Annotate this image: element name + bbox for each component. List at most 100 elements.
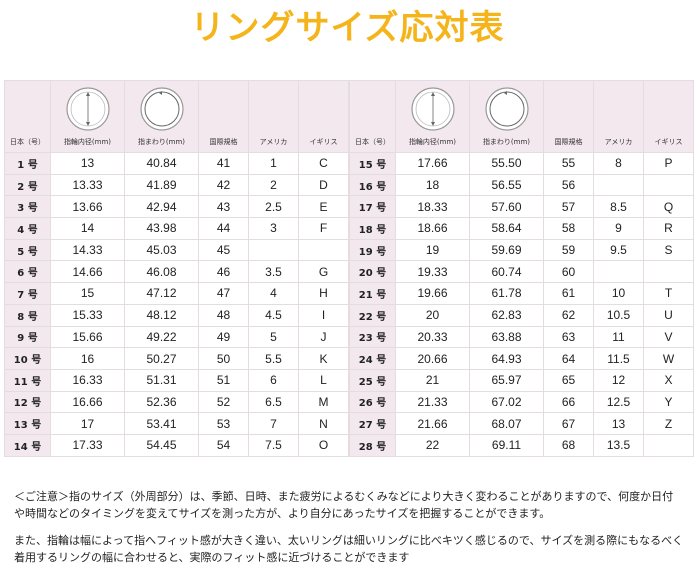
uk-cell: J: [298, 325, 349, 349]
size-cell: 16 号: [349, 173, 396, 197]
uk-cell: Z: [643, 412, 694, 435]
intl-cell: 66: [543, 390, 594, 414]
intl-cell: 64: [543, 347, 594, 370]
us-cell: 7.5: [248, 433, 299, 457]
page-title: リングサイズ応対表: [190, 8, 505, 48]
us-cell: 7: [248, 412, 299, 435]
size-cell: 6 号: [4, 260, 51, 284]
table-row: 28 号 22 69.11 68 13.5: [349, 433, 694, 457]
table-row: 10 号 16 50.27 50 5.5 K: [4, 347, 349, 370]
us-cell: 9: [593, 217, 644, 240]
us-cell: 12: [593, 368, 644, 392]
table-row: 13 号 17 53.41 53 7 N: [4, 412, 349, 435]
uk-cell: P: [643, 152, 694, 175]
diameter-cell: 21: [395, 368, 470, 392]
uk-cell: M: [298, 390, 349, 414]
size-cell: 25 号: [349, 368, 396, 392]
intl-cell: 59: [543, 238, 594, 262]
header-jp: 日本（号）: [4, 80, 51, 153]
size-cell: 1 号: [4, 152, 51, 175]
intl-cell: 52: [198, 390, 249, 414]
uk-cell: [643, 433, 694, 457]
us-cell: [593, 173, 644, 197]
intl-cell: 55: [543, 152, 594, 175]
circumference-cell: 61.78: [469, 282, 544, 305]
table-row: 24 号 20.66 64.93 64 11.5 W: [349, 347, 694, 370]
uk-cell: Y: [643, 390, 694, 414]
us-cell: 2.5: [248, 195, 299, 219]
intl-cell: 46: [198, 260, 249, 284]
header-intl: 国際規格: [543, 80, 594, 153]
table-row: 14 号 17.33 54.45 54 7.5 O: [4, 433, 349, 457]
us-cell: 10.5: [593, 303, 644, 327]
ring-diameter-icon: [410, 87, 455, 131]
size-cell: 11 号: [4, 368, 51, 392]
us-cell: 8.5: [593, 195, 644, 219]
table-row: 1 号 13 40.84 41 1 C: [4, 152, 349, 175]
header-diameter: 指輪内径(mm): [50, 80, 125, 153]
circumference-cell: 47.12: [124, 282, 199, 305]
circumference-cell: 52.36: [124, 390, 199, 414]
circumference-cell: 59.69: [469, 238, 544, 262]
table-row: 4 号 14 43.98 44 3 F: [4, 217, 349, 240]
diameter-cell: 15: [50, 282, 125, 305]
table-row: 2 号 13.33 41.89 42 2 D: [4, 173, 349, 197]
table-row: 16 号 18 56.55 56: [349, 173, 694, 197]
intl-cell: 51: [198, 368, 249, 392]
size-cell: 15 号: [349, 152, 396, 175]
us-cell: 3.5: [248, 260, 299, 284]
size-table-right: 日本（号） 指輪内径(mm): [349, 80, 694, 457]
circumference-cell: 51.31: [124, 368, 199, 392]
intl-cell: 68: [543, 433, 594, 457]
diameter-cell: 14.33: [50, 238, 125, 262]
us-cell: 1: [248, 152, 299, 175]
uk-cell: T: [643, 282, 694, 305]
intl-cell: 63: [543, 325, 594, 349]
diameter-cell: 17.33: [50, 433, 125, 457]
diameter-cell: 14.66: [50, 260, 125, 284]
circumference-cell: 69.11: [469, 433, 544, 457]
note-width: また、指輪は幅によって指へフィット感が大きく違い、太いリングは細いリングに比べキ…: [14, 532, 684, 566]
uk-cell: I: [298, 303, 349, 327]
us-cell: 11: [593, 325, 644, 349]
uk-cell: O: [298, 433, 349, 457]
table-header-row: 日本（号） 指輪内径(mm): [349, 80, 694, 153]
size-cell: 19 号: [349, 238, 396, 262]
uk-cell: F: [298, 217, 349, 240]
uk-cell: W: [643, 347, 694, 370]
intl-cell: 42: [198, 173, 249, 197]
header-intl: 国際規格: [198, 80, 249, 153]
size-cell: 26 号: [349, 390, 396, 414]
uk-cell: E: [298, 195, 349, 219]
table-row: 23 号 20.33 63.88 63 11 V: [349, 325, 694, 349]
table-row: 12 号 16.66 52.36 52 6.5 M: [4, 390, 349, 414]
size-cell: 10 号: [4, 347, 51, 370]
table-header-row: 日本（号） 指輪内径(mm): [4, 80, 349, 153]
us-cell: 13: [593, 412, 644, 435]
intl-cell: 57: [543, 195, 594, 219]
us-cell: 5.5: [248, 347, 299, 370]
table-row: 27 号 21.66 68.07 67 13 Z: [349, 412, 694, 435]
size-cell: 24 号: [349, 347, 396, 370]
diameter-cell: 13.33: [50, 173, 125, 197]
uk-cell: [643, 173, 694, 197]
header-us: アメリカ: [593, 80, 644, 153]
uk-cell: U: [643, 303, 694, 327]
size-cell: 17 号: [349, 195, 396, 219]
uk-cell: D: [298, 173, 349, 197]
circumference-cell: 68.07: [469, 412, 544, 435]
uk-cell: R: [643, 217, 694, 240]
diameter-cell: 18.33: [395, 195, 470, 219]
circumference-cell: 45.03: [124, 238, 199, 262]
table-row: 25 号 21 65.97 65 12 X: [349, 368, 694, 392]
ring-diameter-icon: [65, 87, 110, 131]
uk-cell: L: [298, 368, 349, 392]
diameter-cell: 20: [395, 303, 470, 327]
header-uk: イギリス: [643, 80, 694, 153]
diameter-cell: 16.33: [50, 368, 125, 392]
diameter-cell: 19: [395, 238, 470, 262]
table-row: 18 号 18.66 58.64 58 9 R: [349, 217, 694, 240]
size-cell: 8 号: [4, 303, 51, 327]
ring-circumference-icon: [139, 87, 184, 131]
uk-cell: S: [643, 238, 694, 262]
